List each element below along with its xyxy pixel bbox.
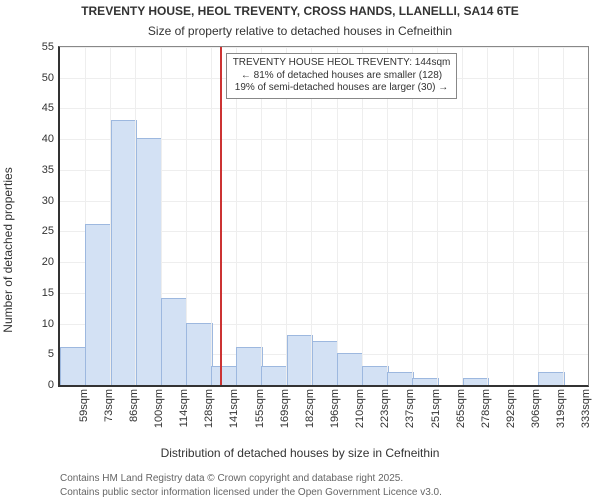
gridline-h	[60, 108, 588, 109]
x-tick: 73sqm	[103, 389, 115, 422]
x-axis-label: Distribution of detached houses by size …	[0, 446, 600, 460]
x-tick: 237sqm	[404, 389, 416, 428]
annotation-line: ← 81% of detached houses are smaller (12…	[233, 70, 451, 83]
bar	[111, 120, 138, 385]
y-tick: 30	[42, 195, 54, 207]
bar	[412, 378, 439, 385]
y-tick: 20	[42, 256, 54, 268]
gridline-h	[60, 47, 588, 48]
bar	[136, 138, 163, 385]
x-tick: 319sqm	[555, 389, 567, 428]
x-tick: 59sqm	[78, 389, 90, 422]
gridline-v	[538, 47, 539, 385]
y-tick: 25	[42, 225, 54, 237]
footer-line-2: Contains public sector information licen…	[60, 487, 442, 498]
x-tick: 155sqm	[254, 389, 266, 428]
y-axis-label: Number of detached properties	[1, 167, 15, 332]
annotation-box: TREVENTY HOUSE HEOL TREVENTY: 144sqm← 81…	[226, 53, 458, 99]
x-tick: 306sqm	[530, 389, 542, 428]
gridline-v	[211, 47, 212, 385]
x-tick: 169sqm	[279, 389, 291, 428]
x-tick: 114sqm	[178, 389, 190, 427]
chart-title: TREVENTY HOUSE, HEOL TREVENTY, CROSS HAN…	[0, 4, 600, 18]
x-tick: 196sqm	[329, 389, 341, 428]
bar	[60, 347, 87, 385]
y-tick: 5	[48, 348, 54, 360]
annotation-line: 19% of semi-detached houses are larger (…	[233, 82, 451, 95]
x-tick: 223sqm	[379, 389, 391, 428]
bar	[211, 366, 238, 385]
bar	[463, 378, 490, 385]
x-tick: 128sqm	[203, 389, 215, 428]
x-tick: 100sqm	[153, 389, 165, 428]
gridline-v	[563, 47, 564, 385]
y-tick: 15	[42, 287, 54, 299]
x-tick: 251sqm	[430, 389, 442, 428]
chart-subtitle: Size of property relative to detached ho…	[0, 24, 600, 38]
bar	[387, 372, 414, 385]
bar	[186, 323, 213, 385]
footer-line-1: Contains HM Land Registry data © Crown c…	[60, 473, 403, 484]
x-tick: 210sqm	[354, 389, 366, 428]
y-tick: 55	[42, 41, 54, 53]
x-tick: 278sqm	[480, 389, 492, 428]
bar	[337, 353, 364, 385]
x-tick: 333sqm	[580, 389, 592, 428]
bar	[287, 335, 314, 385]
annotation-line: TREVENTY HOUSE HEOL TREVENTY: 144sqm	[233, 57, 451, 70]
gridline-v	[487, 47, 488, 385]
bar	[312, 341, 339, 385]
y-tick: 45	[42, 102, 54, 114]
bar	[236, 347, 263, 385]
y-tick: 0	[48, 379, 54, 391]
x-tick: 182sqm	[304, 389, 316, 428]
y-tick: 10	[42, 318, 54, 330]
bar	[85, 224, 112, 385]
chart-container: TREVENTY HOUSE, HEOL TREVENTY, CROSS HAN…	[0, 0, 600, 500]
x-tick: 292sqm	[505, 389, 517, 428]
x-tick: 265sqm	[455, 389, 467, 428]
marker-line	[220, 47, 222, 385]
plot-area: 051015202530354045505559sqm73sqm86sqm100…	[58, 46, 589, 387]
bar	[538, 372, 565, 385]
y-tick: 50	[42, 72, 54, 84]
y-tick: 40	[42, 133, 54, 145]
x-tick: 141sqm	[228, 389, 240, 428]
y-tick: 35	[42, 164, 54, 176]
x-tick: 86sqm	[128, 389, 140, 422]
bar	[161, 298, 188, 385]
bar	[362, 366, 389, 385]
bar	[261, 366, 288, 385]
gridline-v	[513, 47, 514, 385]
gridline-v	[462, 47, 463, 385]
